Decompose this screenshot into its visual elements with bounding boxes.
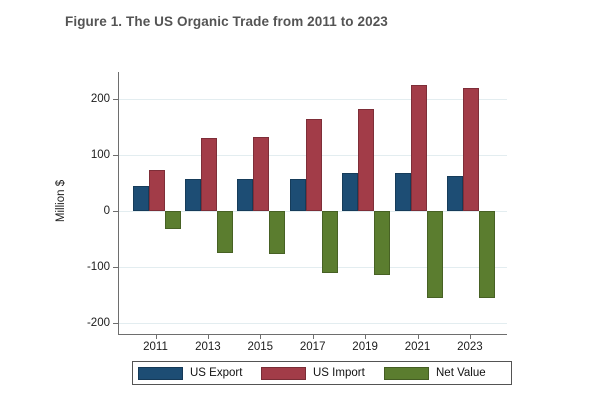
bar-us-import: [148, 170, 165, 211]
y-tick-label: 100: [90, 149, 110, 161]
legend-item: US Export: [138, 362, 242, 384]
bar-us-import: [410, 85, 427, 211]
x-tick-mark: [260, 335, 262, 339]
legend-swatch-net-value: [384, 366, 429, 380]
y-tick-label: -200: [86, 317, 110, 329]
x-tick-label: 2019: [352, 341, 378, 353]
bar-net-value: [478, 211, 495, 298]
legend-swatch-us-export: [138, 366, 183, 380]
x-tick-label: 2013: [195, 341, 221, 353]
bar-net-value: [164, 211, 181, 230]
bar-us-import: [200, 137, 217, 211]
legend-item: US Import: [261, 362, 365, 384]
bar-us-export: [132, 185, 149, 211]
bar-net-value: [426, 211, 443, 298]
x-tick-label: 2023: [457, 341, 483, 353]
bar-net-value: [374, 211, 391, 276]
bar-us-export: [289, 179, 306, 211]
bar-us-export: [342, 172, 359, 211]
gridline: [119, 323, 507, 324]
bar-us-import: [253, 137, 270, 211]
y-tick-mark: [113, 267, 118, 268]
x-tick-label: 2017: [299, 341, 326, 353]
x-tick-mark: [417, 335, 419, 339]
bar-us-export: [184, 178, 201, 211]
legend: US Export US Import Net Value: [132, 361, 512, 385]
x-tick-mark: [155, 335, 157, 339]
y-tick-label: 200: [90, 93, 110, 105]
x-tick-label: 2021: [404, 341, 431, 353]
legend-label: US Import: [313, 367, 365, 379]
x-tick-label: 2011: [143, 341, 168, 353]
legend-label: US Export: [190, 367, 243, 379]
bar-us-import: [462, 87, 479, 211]
y-tick-mark: [113, 323, 118, 324]
x-tick-mark: [469, 335, 471, 339]
x-tick-mark: [207, 335, 209, 339]
legend-swatch-us-import: [261, 366, 306, 380]
bar-us-import: [305, 118, 322, 211]
y-tick-label: -100: [86, 261, 110, 273]
y-axis-label: Million $: [55, 179, 68, 223]
gridline: [119, 99, 507, 100]
legend-label: Net Value: [436, 367, 486, 379]
legend-item: Net Value: [384, 362, 486, 384]
y-tick-label: 0: [103, 205, 110, 217]
y-tick-mark: [113, 155, 118, 156]
bar-us-export: [237, 179, 254, 211]
bar-us-export: [394, 172, 411, 211]
bar-net-value: [269, 211, 286, 255]
gridline: [119, 267, 507, 268]
bar-us-import: [358, 108, 375, 211]
x-tick-mark: [312, 335, 314, 339]
plot-area: [118, 72, 507, 335]
bar-us-export: [446, 175, 463, 211]
y-tick-mark: [113, 211, 118, 212]
gridline: [119, 211, 507, 212]
x-tick-label: 2015: [247, 341, 274, 353]
bar-net-value: [216, 211, 233, 253]
y-tick-mark: [113, 99, 118, 100]
chart-title: Figure 1. The US Organic Trade from 2011…: [65, 14, 388, 29]
bar-net-value: [321, 211, 338, 273]
x-tick-mark: [365, 335, 367, 339]
